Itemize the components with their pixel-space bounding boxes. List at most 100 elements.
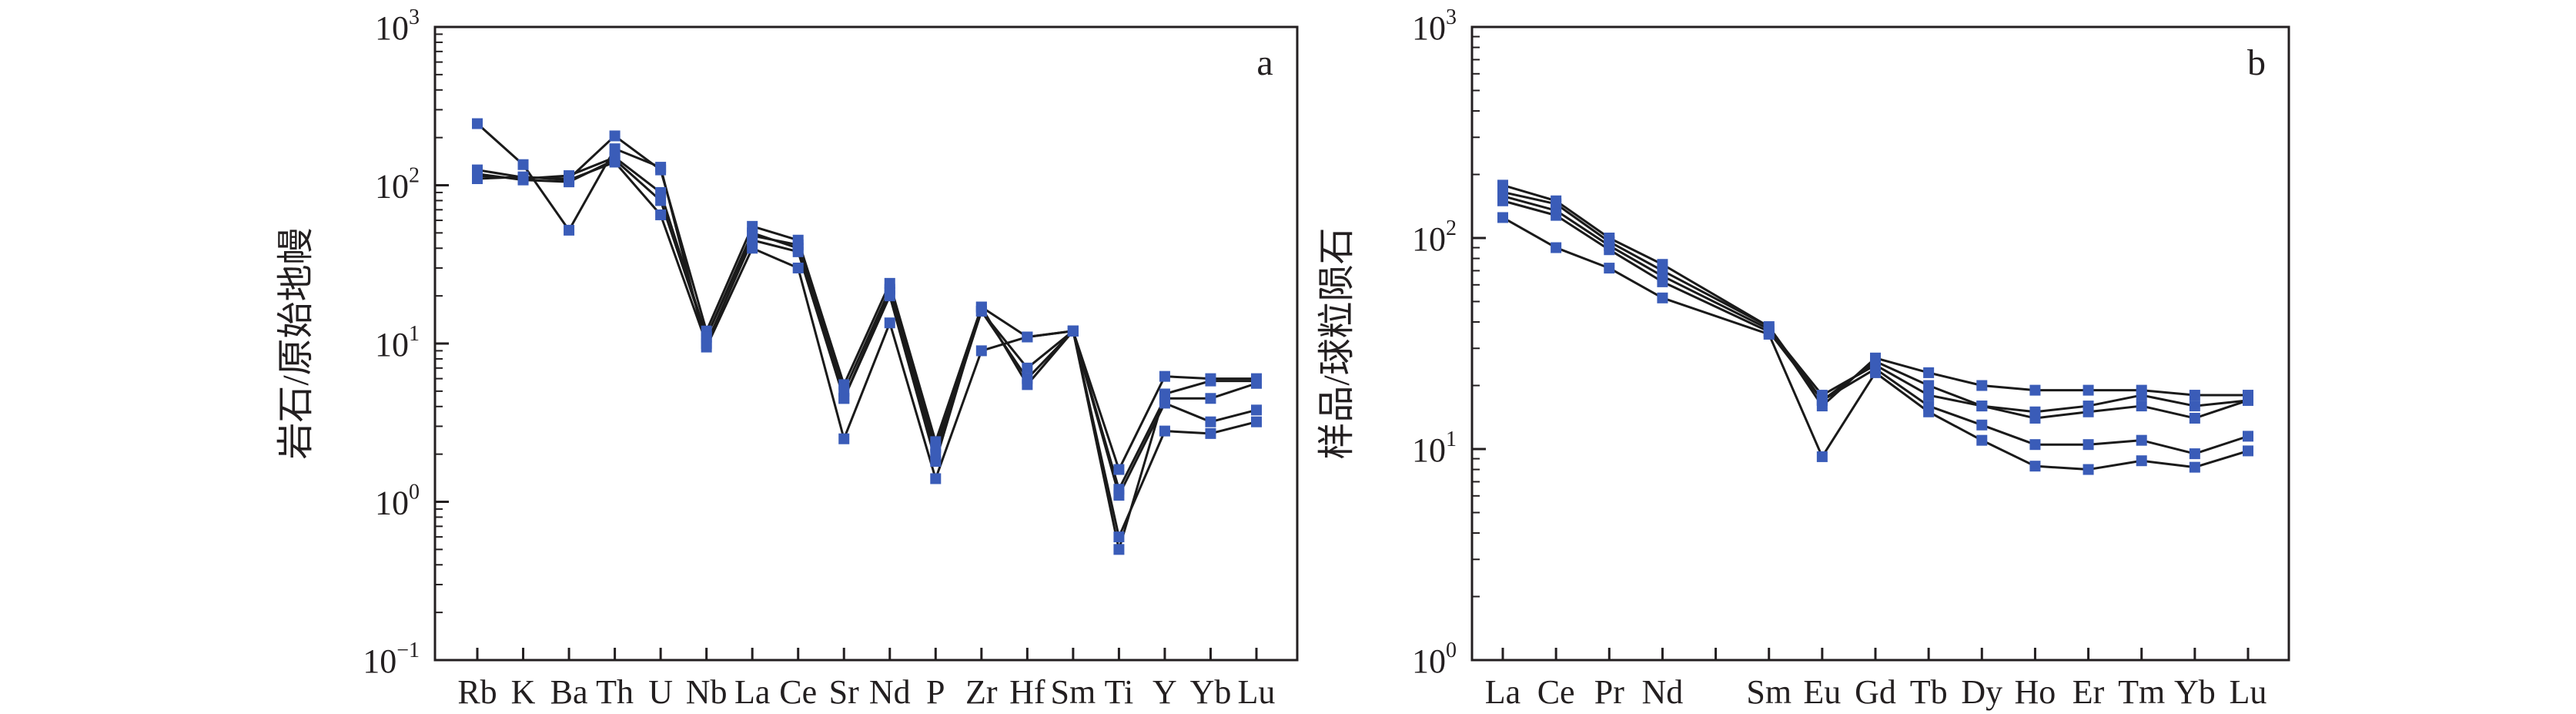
x-tick-label: U: [648, 673, 673, 711]
data-point: [2189, 412, 2200, 424]
data-point: [1657, 292, 1668, 303]
x-tick-label: Nd: [869, 673, 911, 711]
data-point: [2136, 434, 2147, 446]
x-tick-label: Y: [1153, 673, 1177, 711]
x-tick-label: Eu: [1803, 673, 1841, 711]
data-point: [1022, 379, 1033, 391]
data-point: [1816, 394, 1828, 406]
data-point: [1657, 276, 1668, 287]
data-point: [1113, 464, 1125, 475]
data-point: [1113, 531, 1125, 543]
data-point: [655, 209, 667, 220]
y-axis-title: 岩石/原始地幔: [276, 227, 316, 459]
x-tick-label: Ce: [1537, 673, 1575, 711]
series-line: [1502, 216, 2249, 471]
x-tick-label: Sm: [1746, 673, 1791, 711]
x-tick-label: Er: [2073, 673, 2105, 711]
data-point: [1251, 404, 1262, 416]
data-point: [1923, 406, 1935, 417]
x-tick-label: Th: [596, 673, 634, 711]
data-point: [1816, 451, 1828, 462]
data-point: [1113, 544, 1125, 555]
y-tick-label: 102: [375, 164, 420, 206]
data-point: [1976, 380, 1988, 391]
data-point: [2189, 448, 2200, 460]
data-point: [1604, 263, 1615, 274]
x-tick-label: Yb: [1190, 673, 1232, 711]
x-tick-label: Nb: [686, 673, 728, 711]
panel-b-chart: 100 101 102 103 La Ce Pr Nd Sm Eu Gd Tb Dy Ho Er Tm Yb Lu…: [1316, 5, 2290, 711]
x-tick-label: Gd: [1855, 673, 1896, 711]
x-tick-label: Rb: [457, 673, 497, 711]
x-tick-label: Nd: [1642, 673, 1684, 711]
x-tick-label: Ti: [1105, 673, 1134, 711]
data-point: [1870, 367, 1881, 378]
data-point: [609, 156, 621, 168]
series-line: [477, 122, 1257, 538]
data-point: [609, 130, 621, 142]
data-point: [1923, 367, 1935, 378]
data-point: [838, 433, 850, 444]
data-point: [2029, 412, 2041, 424]
data-point: [2243, 445, 2253, 457]
data-point: [747, 234, 758, 246]
x-tick-label: Lu: [1238, 673, 1276, 711]
data-point: [1976, 419, 1988, 431]
data-point: [1159, 397, 1170, 409]
data-point: [655, 195, 667, 206]
data-point: [2029, 461, 2041, 472]
data-point: [472, 118, 483, 129]
x-tick-label: Ce: [779, 673, 817, 711]
data-point: [1022, 331, 1033, 343]
x-tick-label: Dy: [1961, 673, 2002, 711]
y-tick-label: 101: [375, 322, 420, 364]
data-point: [517, 171, 529, 183]
data-point: [564, 174, 575, 186]
data-point: [1251, 375, 1262, 387]
series-line: [1502, 199, 2249, 455]
y-tick-label: 101: [1412, 427, 1457, 469]
data-point: [1113, 489, 1125, 501]
data-point: [1923, 380, 1935, 391]
panel-a-chart: 10−1 100 101 102 103 Rb K Ba Th U Nb La Ce Sr Nd P Zr Hf S…: [276, 5, 1299, 711]
data-point: [609, 143, 621, 155]
data-point: [1067, 325, 1079, 337]
data-point: [1551, 242, 1562, 253]
data-point: [1763, 328, 1775, 340]
x-tick-label: Sm: [1051, 673, 1096, 711]
x-tick-label: Zr: [965, 673, 998, 711]
data-point: [2189, 390, 2200, 401]
data-point: [472, 173, 483, 184]
x-tick-label: Tm: [2118, 673, 2165, 711]
data-point: [2243, 394, 2253, 406]
x-tick-label: Yb: [2174, 673, 2216, 711]
x-tick-label: Sr: [829, 673, 859, 711]
data-point: [884, 317, 895, 329]
data-point: [1205, 416, 1216, 427]
data-point: [1604, 244, 1615, 256]
data-point: [2083, 406, 2094, 417]
data-point: [1497, 195, 1508, 206]
x-tick-label: K: [511, 673, 536, 711]
y-tick-label: 103: [1412, 5, 1457, 47]
data-point: [884, 290, 895, 302]
x-tick-label: P: [926, 673, 945, 711]
data-point: [747, 243, 758, 254]
y-axis-title: 样品/球粒陨石: [1316, 227, 1357, 459]
data-point: [930, 473, 942, 484]
x-tick-label: Lu: [2230, 673, 2267, 711]
data-point: [792, 262, 804, 273]
series-line: [477, 160, 1256, 551]
data-point: [1159, 388, 1170, 400]
data-point: [2029, 384, 2041, 396]
panel-letter: b: [2247, 42, 2266, 83]
series-line: [477, 134, 1256, 471]
data-point: [1205, 393, 1216, 404]
data-point: [1551, 210, 1562, 221]
data-point: [2083, 384, 2094, 396]
data-point: [1497, 212, 1508, 223]
data-point: [2029, 439, 2041, 451]
data-point: [1159, 370, 1170, 382]
data-point: [838, 393, 850, 404]
